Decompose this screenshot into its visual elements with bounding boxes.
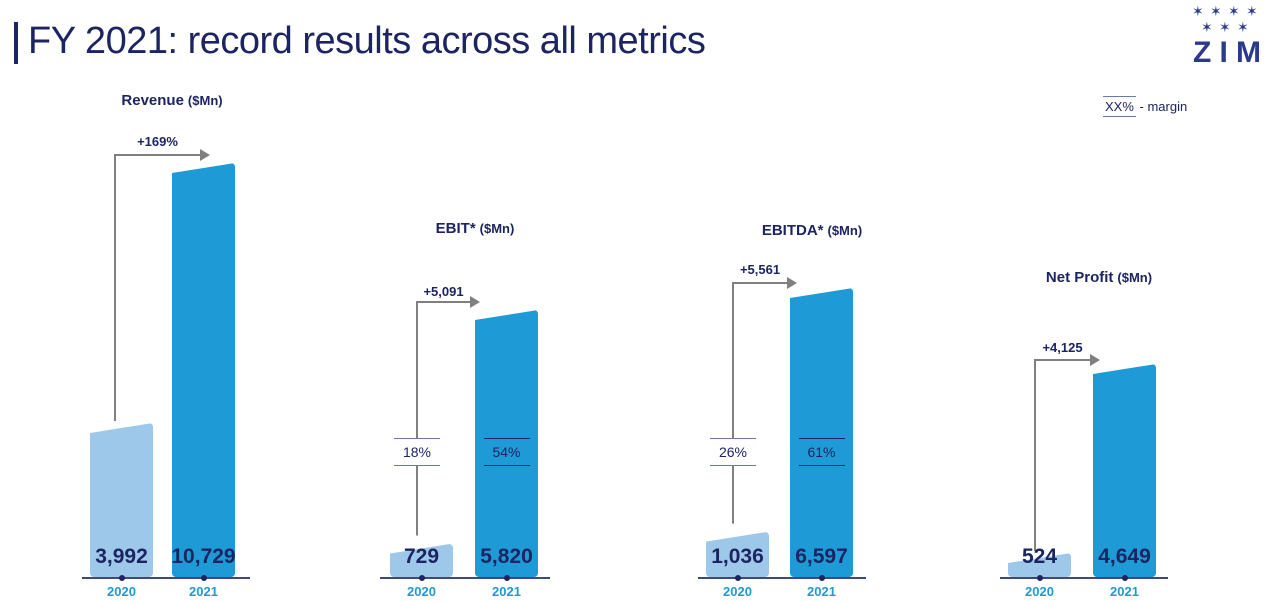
ebit-margin-2020: 18%: [394, 438, 440, 466]
ebit-margin-2021: 54%: [483, 438, 530, 466]
ebit-year-label: 2020: [407, 584, 436, 599]
chart-title-text: Net Profit: [1045, 269, 1114, 286]
revenue-growth-arrow: [114, 154, 200, 421]
arrowhead-icon: [470, 296, 480, 308]
legend-text: - margin: [1139, 99, 1188, 114]
net-profit-bar-2021: [1093, 364, 1156, 577]
net-profit-year-label: 2020: [1025, 584, 1054, 599]
ebit-year-label: 2021: [492, 584, 521, 599]
revenue-axis: [82, 577, 250, 579]
svg-text:ZIM: ZIM: [1193, 36, 1261, 66]
ebit-bar-2021: [475, 310, 538, 577]
title-accent-bar: [14, 22, 18, 64]
ebitda-margin-2021: 61%: [798, 438, 845, 466]
ebitda-axis: [698, 577, 866, 579]
ebitda-year-label: 2021: [807, 584, 836, 599]
ebitda-bar-2021: [790, 288, 853, 577]
ebitda-value-label: 6,597: [795, 545, 848, 568]
ebitda-margin-2020: 26%: [710, 438, 756, 466]
revenue-tick-dot: [200, 575, 207, 581]
ebit-axis: [380, 577, 550, 579]
ebit-tick-dot: [503, 575, 510, 581]
svg-text:✶: ✶: [1228, 4, 1240, 20]
ebitda-tick-dot: [818, 575, 825, 581]
net-profit-tick-dot: [1036, 575, 1043, 581]
ebit-growth-arrow: [416, 301, 470, 536]
chart-title-text: EBITDA*: [761, 222, 824, 239]
chart-title-text: Revenue: [121, 92, 184, 109]
net-profit-chart-title: Net Profit ($Mn): [1046, 269, 1152, 286]
revenue-chart-title: Revenue ($Mn): [121, 92, 222, 109]
ebit-value-label: 729: [403, 545, 440, 568]
ebitda-change-label: +5,561: [739, 262, 781, 277]
ebitda-year-label: 2020: [723, 584, 752, 599]
revenue-tick-dot: [118, 575, 125, 581]
margin-legend: XX% - margin: [1103, 96, 1187, 117]
revenue-bar-2021: [172, 163, 235, 577]
ebit-chart-title: EBIT* ($Mn): [436, 220, 515, 237]
svg-text:✶: ✶: [1210, 4, 1222, 20]
ebitda-value-label: 1,036: [711, 545, 764, 568]
chart-unit: ($Mn): [1117, 270, 1153, 285]
revenue-change-label: +169%: [137, 134, 178, 149]
ebitda-growth-arrow: [732, 282, 787, 524]
net-profit-value-label: 4,649: [1098, 545, 1151, 568]
arrowhead-icon: [200, 149, 210, 161]
net-profit-change-label: +4,125: [1042, 340, 1083, 355]
svg-text:✶: ✶: [1237, 20, 1249, 36]
ebit-tick-dot: [418, 575, 425, 581]
chart-unit: ($Mn): [479, 221, 515, 236]
ebit-value-label: 5,820: [480, 545, 533, 568]
revenue-value-label: 3,992: [95, 545, 148, 568]
zim-logo: ✶ ✶ ✶ ✶ ✶ ✶ ✶ ZIM: [1192, 4, 1261, 66]
revenue-year-label: 2020: [107, 584, 136, 599]
chart-title-text: EBIT*: [435, 220, 476, 237]
revenue-bar-2020: [90, 422, 153, 577]
ebitda-chart-title: EBITDA* ($Mn): [762, 222, 862, 239]
revenue-value-label: 10,729: [171, 545, 236, 568]
svg-text:✶: ✶: [1192, 4, 1204, 20]
svg-text:✶: ✶: [1246, 4, 1258, 20]
chart-unit: ($Mn): [187, 93, 223, 108]
revenue-year-label: 2021: [189, 584, 218, 599]
svg-text:✶: ✶: [1201, 20, 1213, 36]
arrowhead-icon: [1090, 354, 1100, 366]
page-title: FY 2021: record results across all metri…: [28, 20, 706, 62]
net-profit-tick-dot: [1121, 575, 1128, 581]
chart-unit: ($Mn): [827, 223, 863, 238]
arrowhead-icon: [787, 277, 797, 289]
svg-text:✶: ✶: [1219, 20, 1231, 36]
net-profit-value-label: 524: [1021, 545, 1058, 568]
net-profit-growth-arrow: [1034, 359, 1090, 551]
ebitda-tick-dot: [734, 575, 741, 581]
legend-sample: XX%: [1103, 96, 1136, 117]
ebit-change-label: +5,091: [423, 284, 464, 299]
net-profit-axis: [1000, 577, 1168, 579]
net-profit-year-label: 2021: [1110, 584, 1139, 599]
